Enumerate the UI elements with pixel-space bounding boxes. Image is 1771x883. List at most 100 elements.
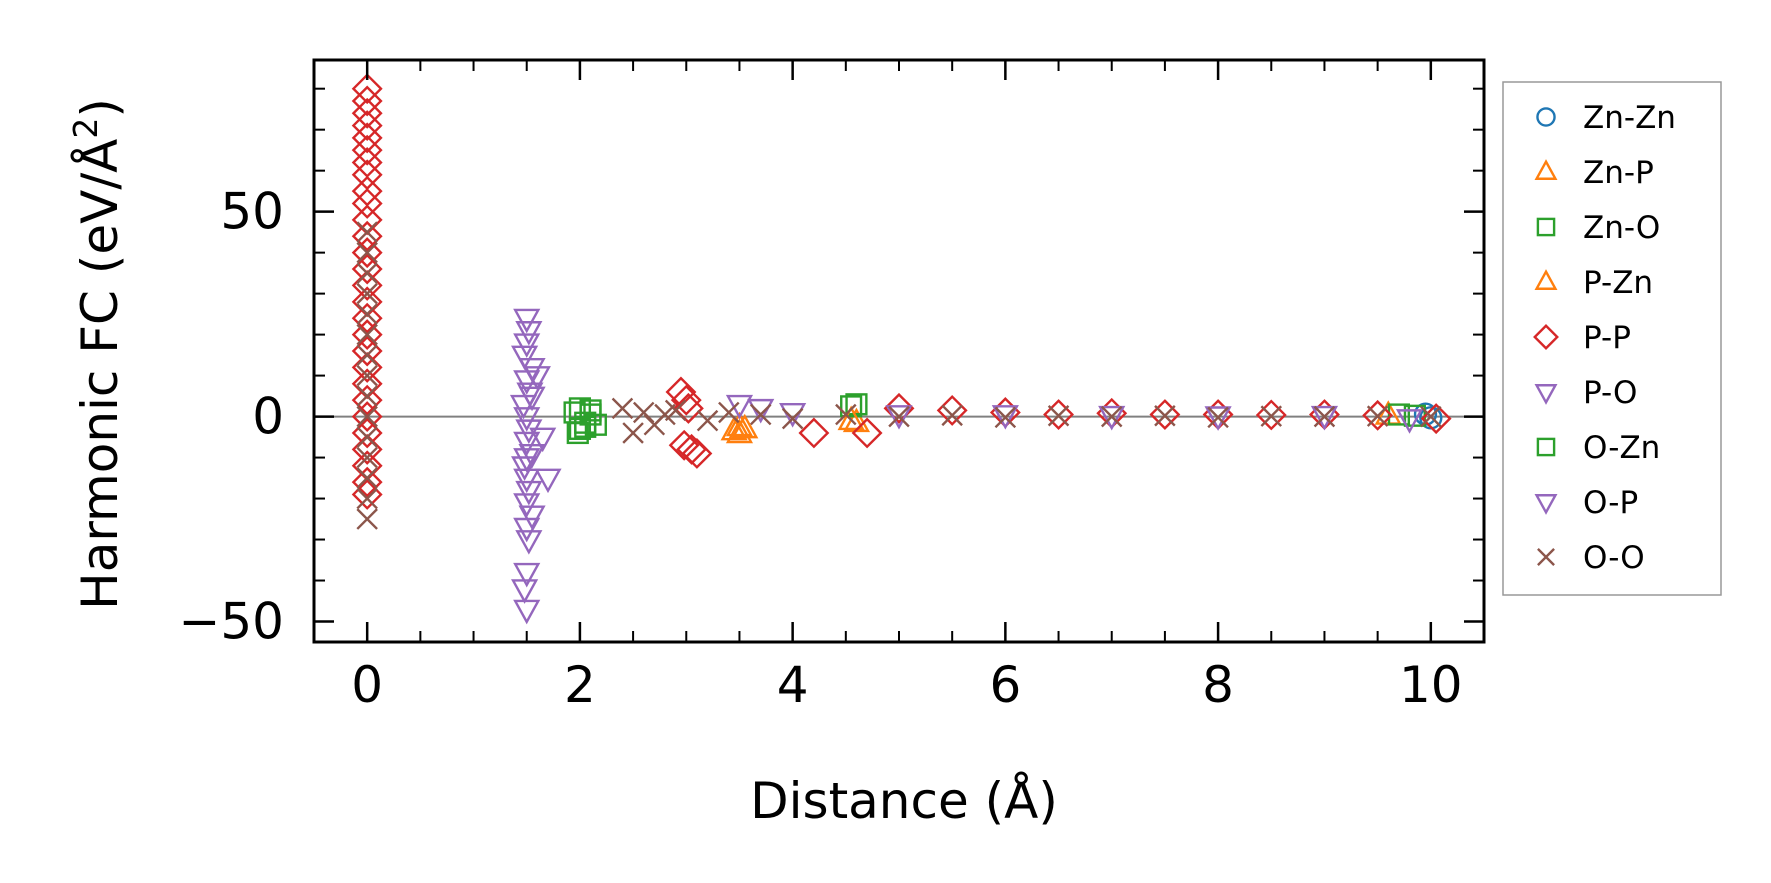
- data-point-p-p: [672, 392, 704, 424]
- data-point-o-o: [749, 403, 772, 426]
- data-point-o-o: [888, 405, 910, 428]
- data-point-p-o: [991, 405, 1019, 430]
- data-point-o-o: [781, 407, 804, 430]
- data-point-p-p: [351, 302, 383, 334]
- legend-marker-zn-o: [1536, 217, 1556, 237]
- legend-label-zn-p: Zn-P: [1583, 155, 1654, 191]
- data-point-o-o: [356, 344, 378, 366]
- data-point-o-o: [664, 399, 687, 422]
- data-point-o-o: [941, 404, 963, 427]
- legend: Zn-Zn Zn-P Zn-O P-Zn P-P P-O O-Zn O-P O-O: [1502, 81, 1722, 596]
- series-o-p: [513, 386, 546, 473]
- data-point-o-o: [1047, 405, 1070, 427]
- x-tick-label: 2: [564, 656, 596, 714]
- data-markers: [351, 73, 1452, 625]
- data-point-p-o: [513, 562, 541, 588]
- legend-label-p-o: P-O: [1583, 375, 1637, 411]
- data-point-p-o: [523, 366, 551, 391]
- legend-label-p-zn: P-Zn: [1583, 265, 1653, 301]
- data-point-o-o: [356, 323, 378, 346]
- data-point-p-p: [351, 188, 383, 219]
- legend-label-o-p: O-P: [1583, 485, 1638, 521]
- data-point-p-o: [885, 405, 913, 430]
- data-point-o-o: [622, 422, 644, 444]
- legend-marker-o-zn: [1536, 437, 1556, 457]
- series-p-o: [509, 308, 1424, 625]
- data-point-p-o: [1310, 405, 1339, 431]
- data-point-p-o: [1395, 409, 1424, 434]
- data-point-p-p: [670, 384, 702, 416]
- y-tick-label: 0: [252, 388, 284, 446]
- data-point-o-o: [1100, 405, 1123, 428]
- data-point-o-o: [1366, 405, 1389, 427]
- data-point-p-p: [351, 401, 383, 433]
- data-point-p-p: [351, 237, 383, 269]
- data-point-p-p: [351, 122, 383, 154]
- legend-marker-p-p: [1533, 324, 1559, 350]
- y-axis-label-close: ): [71, 98, 129, 118]
- legend-marker-o-o: [1537, 548, 1555, 566]
- data-point-p-p: [351, 73, 383, 105]
- data-point-o-o: [356, 467, 378, 489]
- data-point-p-o: [513, 517, 541, 543]
- data-point-p-p: [1043, 399, 1074, 430]
- data-point-p-o: [529, 427, 557, 453]
- data-point-p-p: [351, 97, 383, 129]
- data-point-p-o: [513, 407, 541, 432]
- data-point-o-o: [696, 409, 719, 432]
- data-point-o-zn: [574, 415, 597, 438]
- axes-frame: [312, 58, 1486, 644]
- data-point-o-o: [1154, 405, 1176, 427]
- data-point-p-p: [351, 220, 383, 252]
- data-point-p-o: [511, 579, 539, 604]
- legend-box: [1502, 81, 1722, 596]
- data-point-p-p: [351, 384, 383, 416]
- data-point-o-o: [1420, 405, 1442, 428]
- data-point-zn-p: [731, 413, 759, 439]
- x-axis-label: Distance (Å): [750, 772, 1058, 830]
- x-tick-label: 8: [1202, 656, 1234, 714]
- data-point-p-p: [936, 394, 968, 426]
- data-point-o-o: [718, 401, 740, 424]
- data-point-o-zn: [579, 399, 602, 422]
- data-point-p-o: [1098, 405, 1126, 431]
- data-point-zn-p: [725, 418, 754, 444]
- data-point-p-o: [513, 493, 541, 518]
- x-tick-label: 10: [1399, 656, 1463, 714]
- data-point-o-o: [356, 426, 378, 448]
- data-point-p-p: [1202, 399, 1234, 430]
- data-point-p-o: [515, 480, 543, 506]
- data-point-p-p: [351, 466, 383, 498]
- data-point-p-o: [1204, 406, 1232, 431]
- data-point-p-o: [513, 431, 541, 457]
- data-point-o-p: [513, 448, 541, 473]
- data-point-p-p: [1309, 399, 1340, 430]
- x-tick-label: 0: [351, 656, 383, 714]
- series-o-zn: [574, 399, 602, 438]
- data-point-o-o: [994, 406, 1017, 429]
- data-point-p-zn: [725, 411, 754, 437]
- series-p-zn: [725, 405, 865, 437]
- data-point-p-o: [515, 530, 543, 555]
- legend-marker-p-zn: [1534, 269, 1558, 290]
- y-axis-label-superscript: 2: [66, 118, 105, 139]
- legend-label-p-p: P-P: [1583, 320, 1631, 356]
- data-point-p-o: [513, 308, 541, 334]
- data-point-o-o: [1313, 405, 1336, 428]
- data-point-o-o: [1260, 405, 1283, 427]
- data-point-o-o: [356, 508, 378, 530]
- series-zn-p: [720, 400, 1402, 444]
- legend-marker-zn-zn: [1536, 107, 1556, 127]
- data-point-p-o: [747, 398, 775, 424]
- data-point-o-o: [356, 446, 378, 469]
- data-point-p-o: [511, 345, 539, 371]
- data-point-o-p: [518, 386, 546, 412]
- data-point-o-o: [611, 397, 634, 420]
- data-point-p-o: [518, 505, 546, 531]
- data-point-p-o: [509, 394, 538, 420]
- y-axis-label: Harmonic FC (eV/Å2): [66, 98, 129, 610]
- data-point-zn-p: [720, 415, 748, 441]
- data-point-zn-o: [845, 393, 868, 416]
- data-point-p-o: [779, 403, 807, 428]
